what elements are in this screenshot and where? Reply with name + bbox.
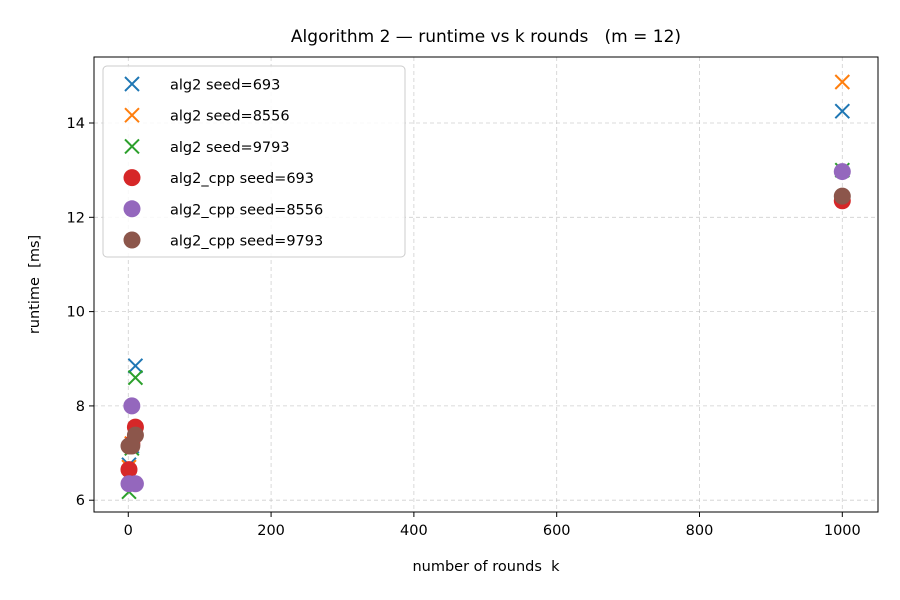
legend-label: alg2_cpp seed=693: [170, 171, 314, 187]
data-point: [126, 426, 144, 444]
x-tick-label: 400: [400, 523, 428, 539]
y-axis-label: runtime [ms]: [27, 235, 43, 334]
legend-box: [102, 65, 406, 258]
data-point: [123, 397, 141, 415]
legend-label: alg2 seed=693: [170, 78, 280, 94]
y-tick-label: 8: [76, 399, 85, 415]
x-axis-label: number of rounds k: [412, 559, 560, 575]
y-tick-label: 14: [67, 116, 85, 132]
y-tick-label: 6: [76, 493, 85, 509]
x-tick-label: 0: [124, 523, 133, 539]
legend-label: alg2 seed=9793: [170, 140, 290, 156]
data-point: [127, 358, 144, 374]
data-point: [833, 163, 851, 181]
grid: [94, 57, 878, 512]
data-point: [127, 369, 144, 386]
x-tick-label: 600: [543, 523, 571, 539]
legend-marker: [124, 76, 140, 92]
legend-marker: [123, 231, 141, 249]
data-point: [126, 475, 144, 493]
chart-title: Algorithm 2 — runtime vs k rounds (m = 1…: [291, 27, 681, 47]
data-point: [834, 103, 851, 119]
legend-marker: [123, 169, 141, 187]
data-point: [120, 461, 138, 479]
legend-label: alg2 seed=8556: [170, 109, 290, 125]
data-point: [834, 74, 851, 90]
data-point: [833, 187, 851, 205]
legend-marker: [124, 138, 140, 155]
data-marks: [120, 74, 851, 500]
legend: alg2 seed=693 alg2 seed=8556 alg2 seed=979…: [102, 65, 406, 258]
plot-frame: [93, 56, 879, 513]
y-tick-label: 10: [67, 305, 85, 321]
legend-label: alg2_cpp seed=8556: [170, 202, 323, 218]
x-tick-label: 200: [257, 523, 285, 539]
legend-marker: [124, 107, 140, 123]
x-tick-label: 1000: [824, 523, 861, 539]
y-tick-label: 12: [67, 210, 85, 226]
legend-marker: [123, 200, 141, 218]
axis-ticks: 0 200 400 600 800 1000 6 8 10 12 14: [67, 116, 861, 539]
legend-label: alg2_cpp seed=9793: [170, 234, 323, 250]
x-tick-label: 800: [686, 523, 714, 539]
